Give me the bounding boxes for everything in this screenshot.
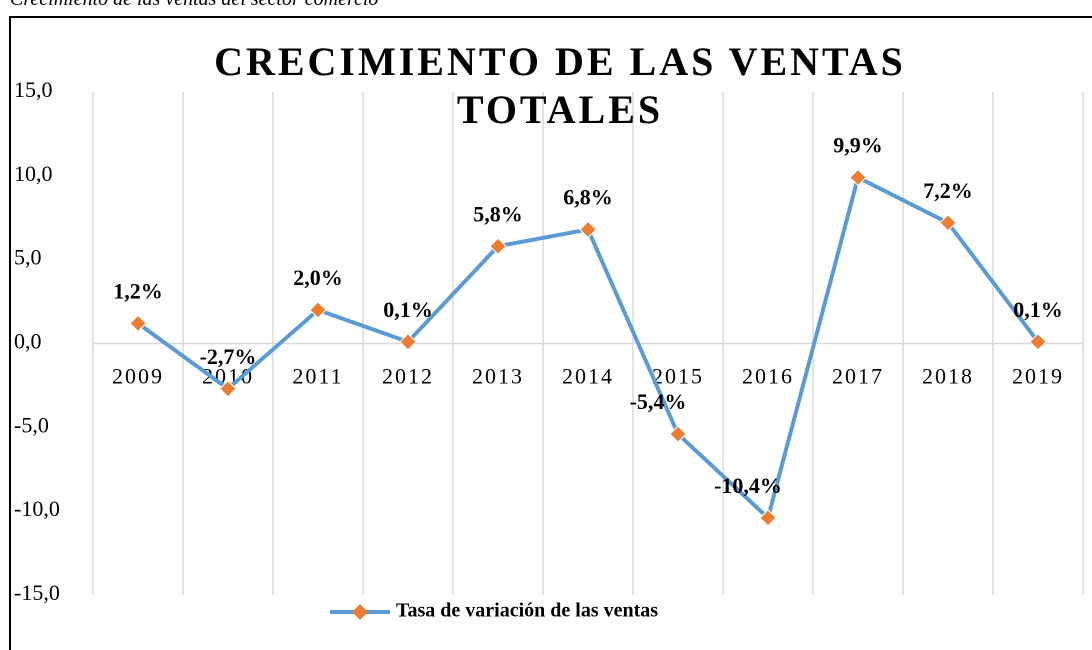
marker [129, 314, 147, 333]
data-label: -10,4% [714, 473, 782, 498]
legend-marker [352, 604, 368, 620]
y-tick-label: 10,0 [14, 161, 53, 186]
x-tick-label: 2013 [472, 364, 524, 389]
marker [849, 168, 867, 187]
data-label: 0,1% [383, 297, 433, 322]
y-tick-label: 15,0 [14, 77, 53, 102]
x-tick-label: 2019 [1012, 364, 1064, 389]
data-label: -2,7% [200, 344, 257, 369]
data-label: 2,0% [293, 265, 343, 290]
x-tick-label: 2015 [652, 364, 704, 389]
y-tick-label: -15,0 [14, 580, 60, 605]
data-label: -5,4% [630, 389, 687, 414]
marker [939, 214, 957, 232]
x-tick-label: 2009 [112, 364, 164, 389]
data-label: 6,8% [563, 185, 613, 210]
y-tick-label: -5,0 [14, 412, 49, 437]
data-label: 9,9% [833, 133, 883, 158]
marker [399, 333, 417, 351]
x-tick-label: 2012 [382, 364, 434, 389]
marker [759, 509, 777, 527]
data-label: 5,8% [473, 201, 523, 226]
data-label: 1,2% [113, 278, 163, 303]
marker [489, 237, 507, 255]
x-tick-label: 2014 [562, 364, 614, 389]
marker [219, 380, 237, 398]
y-tick-label: 0,0 [14, 329, 42, 354]
x-tick-label: 2011 [292, 364, 343, 389]
marker [309, 301, 327, 319]
chart-title: CRECIMIENTO DE LAS VENTAS TOTALES [214, 39, 906, 132]
x-tick-label: 2017 [832, 364, 884, 389]
marker [669, 425, 687, 443]
marker [1029, 333, 1047, 351]
legend-label: Tasa de variación de las ventas [396, 600, 658, 622]
y-tick-label: -10,0 [14, 496, 60, 521]
caption: Crecimiento de las ventas del sector com… [10, 0, 378, 11]
x-tick-label: 2018 [922, 364, 974, 389]
marker [579, 220, 597, 239]
data-label: 7,2% [923, 178, 973, 203]
data-label: 0,1% [1013, 297, 1063, 322]
chart-frame [9, 16, 1092, 650]
x-tick-label: 2016 [742, 364, 794, 389]
y-tick-label: 5,0 [14, 245, 42, 270]
